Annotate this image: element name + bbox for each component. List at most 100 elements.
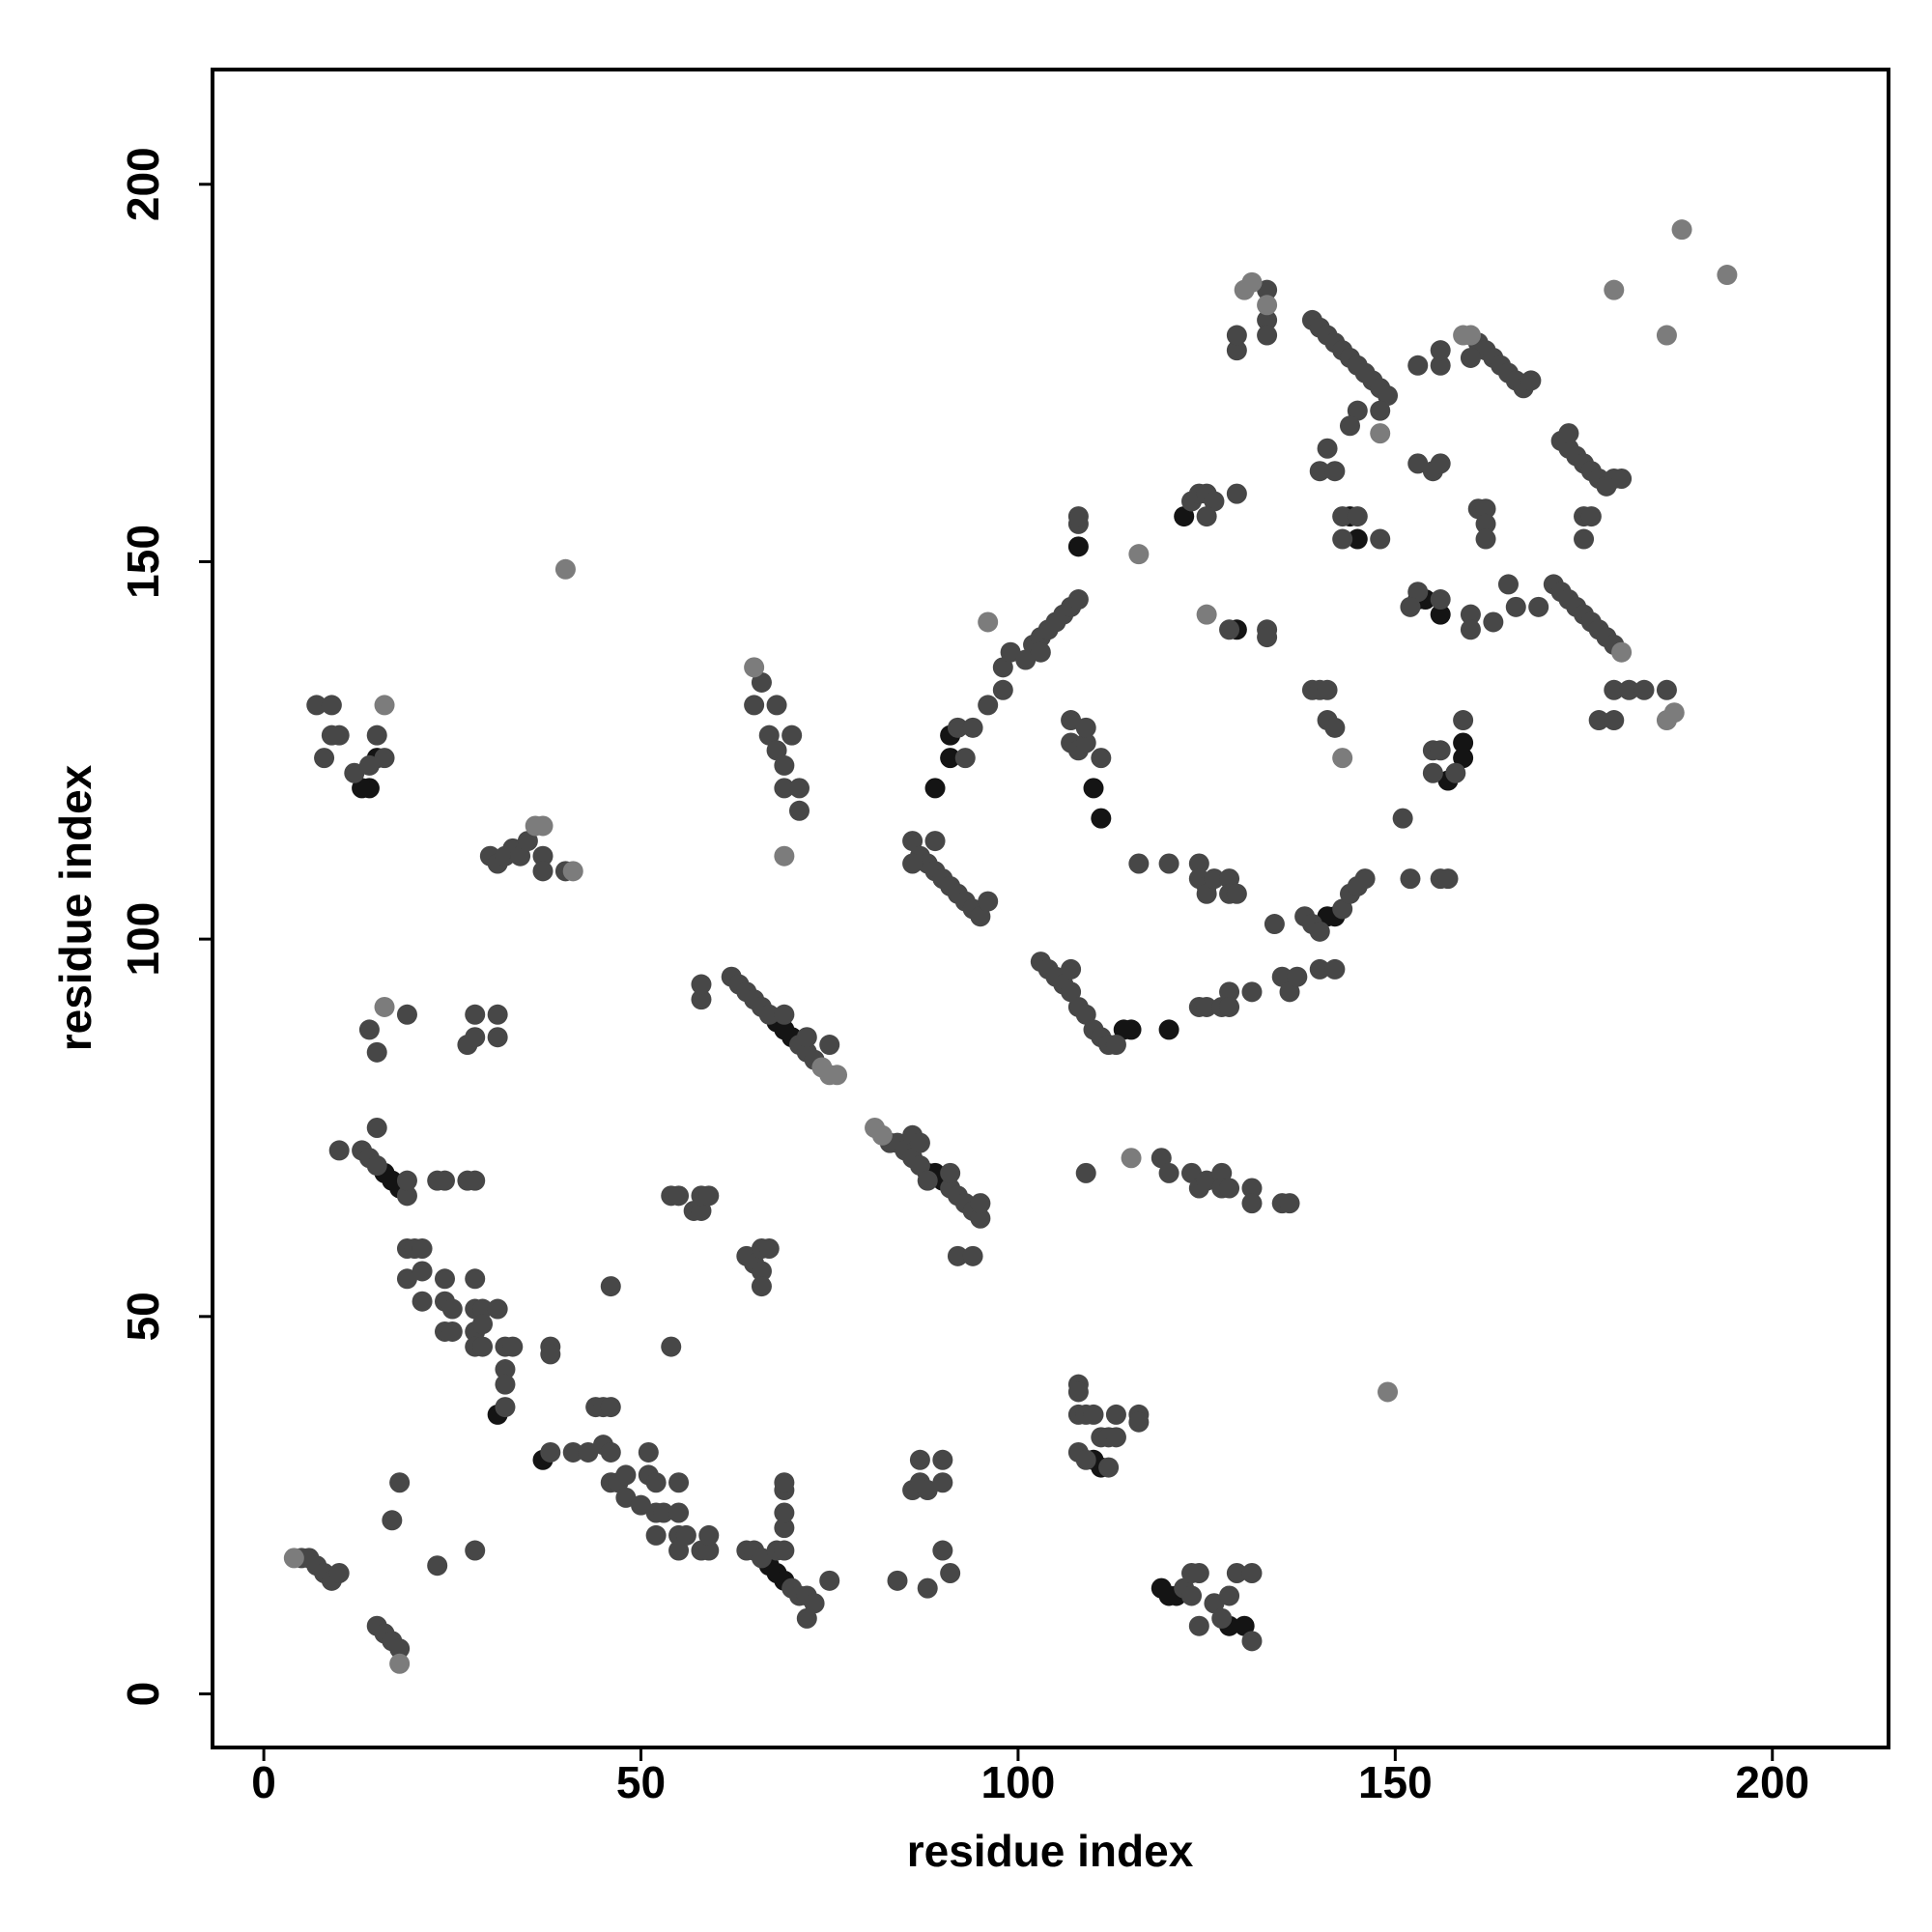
point xyxy=(344,762,365,783)
point xyxy=(600,1276,621,1297)
point xyxy=(1000,641,1021,663)
y-axis-title: residue index xyxy=(50,764,100,1051)
point xyxy=(487,1298,508,1320)
point xyxy=(1339,415,1360,437)
point xyxy=(698,1524,720,1546)
point xyxy=(1279,1193,1300,1214)
point xyxy=(1188,1563,1209,1584)
point xyxy=(1105,1035,1126,1056)
point xyxy=(1257,325,1278,346)
point xyxy=(1015,649,1037,670)
point xyxy=(540,1344,561,1365)
point xyxy=(502,1336,524,1357)
point xyxy=(1460,325,1481,346)
point xyxy=(781,724,803,746)
point xyxy=(1211,1607,1233,1629)
point xyxy=(306,695,327,716)
point xyxy=(661,1336,682,1357)
point xyxy=(615,1464,637,1486)
point xyxy=(1422,762,1443,783)
point xyxy=(1257,627,1278,648)
point xyxy=(465,1027,486,1048)
point xyxy=(600,1441,621,1463)
point xyxy=(1400,596,1421,617)
y-tick-label: 50 xyxy=(118,1292,168,1341)
point xyxy=(1105,1404,1126,1425)
point xyxy=(396,1185,417,1207)
point xyxy=(932,1449,953,1470)
point xyxy=(1226,1563,1247,1584)
point xyxy=(940,1563,961,1584)
point xyxy=(1604,710,1625,731)
point xyxy=(978,695,999,716)
point xyxy=(751,1276,772,1297)
point xyxy=(1211,1162,1233,1183)
point xyxy=(1196,604,1217,625)
point xyxy=(283,1548,304,1569)
point xyxy=(1204,868,1225,890)
point xyxy=(954,748,976,769)
point xyxy=(1098,1457,1120,1478)
point xyxy=(1332,528,1353,550)
point xyxy=(1234,279,1255,300)
point xyxy=(774,1472,795,1493)
point xyxy=(1091,748,1112,769)
point xyxy=(1181,1162,1203,1183)
point xyxy=(382,1510,403,1531)
point xyxy=(1158,1162,1179,1183)
point xyxy=(1226,325,1247,346)
point xyxy=(1075,732,1096,753)
point xyxy=(1158,853,1179,874)
point xyxy=(1407,453,1429,474)
point xyxy=(1332,748,1353,769)
point xyxy=(1317,679,1338,700)
point xyxy=(1181,1585,1203,1606)
point xyxy=(1257,309,1278,330)
point xyxy=(1241,981,1263,1003)
point xyxy=(1430,453,1451,474)
point xyxy=(366,1155,387,1177)
y-tick-label: 0 xyxy=(118,1682,168,1707)
point xyxy=(909,1449,930,1470)
point xyxy=(645,1472,667,1493)
point xyxy=(804,1593,825,1614)
point xyxy=(1604,679,1625,700)
point xyxy=(1196,506,1217,527)
point xyxy=(1204,491,1225,512)
point xyxy=(495,1359,516,1380)
point xyxy=(1204,1593,1225,1614)
point xyxy=(1460,619,1481,640)
point xyxy=(1528,596,1549,617)
point xyxy=(465,1540,486,1561)
point xyxy=(978,611,999,633)
point xyxy=(321,695,342,716)
point xyxy=(819,1035,840,1056)
point xyxy=(1105,1427,1126,1448)
x-tick-label: 50 xyxy=(616,1757,666,1807)
point xyxy=(668,1502,690,1523)
point xyxy=(698,1540,720,1561)
point xyxy=(1717,265,1738,286)
point xyxy=(1460,347,1481,368)
point xyxy=(1475,513,1496,534)
point xyxy=(1634,679,1655,700)
point xyxy=(1453,710,1474,731)
point xyxy=(1264,914,1285,935)
point xyxy=(1505,596,1526,617)
point xyxy=(328,1140,350,1161)
point xyxy=(1287,966,1308,987)
point xyxy=(751,1261,772,1282)
point xyxy=(691,1200,712,1221)
point xyxy=(1671,219,1692,241)
point xyxy=(1219,996,1240,1017)
x-tick-label: 100 xyxy=(981,1757,1056,1807)
point xyxy=(1128,1411,1150,1433)
point xyxy=(774,1502,795,1523)
point xyxy=(1279,981,1300,1003)
point xyxy=(495,1374,516,1395)
point xyxy=(1067,1381,1089,1403)
point xyxy=(472,1314,494,1335)
point xyxy=(744,657,765,678)
point xyxy=(1347,506,1368,527)
